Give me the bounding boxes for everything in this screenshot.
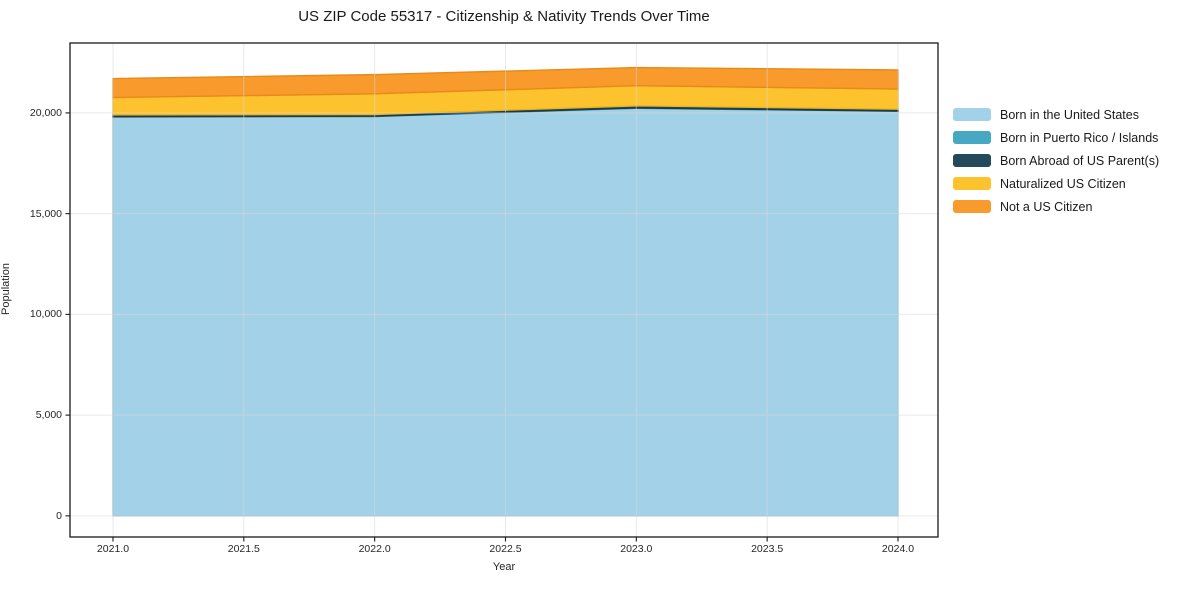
x-tick-label: 2022.0 [358, 543, 391, 555]
gridlines [70, 43, 938, 537]
y-tick-label: 0 [56, 509, 62, 522]
legend-label: Naturalized US Citizen [1000, 176, 1126, 191]
plot-frame [69, 42, 939, 538]
y-tick-label: 5,000 [35, 409, 62, 422]
y-tick-label: 15,000 [29, 207, 62, 220]
legend-item: Born in Puerto Rico / Islands [953, 126, 1159, 149]
legend-item: Naturalized US Citizen [953, 172, 1159, 195]
x-tick-label: 2023.5 [751, 543, 784, 555]
legend-swatch [953, 108, 991, 121]
y-tick-label: 10,000 [29, 308, 62, 321]
legend-swatch [953, 177, 991, 190]
x-axis-label: Year [492, 561, 516, 573]
legend-item: Not a US Citizen [953, 195, 1159, 218]
x-tick-label: 2021.0 [96, 543, 130, 555]
x-tick-label: 2023.0 [620, 543, 653, 555]
x-tick-label: 2021.5 [227, 543, 260, 555]
chart-title: US ZIP Code 55317 - Citizenship & Nativi… [298, 8, 710, 25]
legend-swatch [953, 200, 991, 213]
legend-label: Born Abroad of US Parent(s) [1000, 153, 1160, 168]
legend-label: Not a US Citizen [1000, 199, 1093, 214]
legend-swatch [953, 131, 991, 144]
legend-item: Born Abroad of US Parent(s) [953, 149, 1159, 172]
tick-marks [65, 112, 899, 542]
y-axis-label: Population [0, 263, 12, 315]
y-tick-label: 20,000 [29, 106, 62, 119]
x-tick-label: 2024.0 [881, 543, 915, 555]
x-tick-label: 2022.5 [489, 543, 522, 555]
legend-item: Born in the United States [953, 103, 1159, 126]
legend-swatch [953, 154, 991, 167]
legend-label: Born in the United States [1000, 107, 1139, 122]
legend: Born in the United States Born in Puerto … [953, 103, 1159, 218]
legend-label: Born in Puerto Rico / Islands [1000, 130, 1159, 145]
